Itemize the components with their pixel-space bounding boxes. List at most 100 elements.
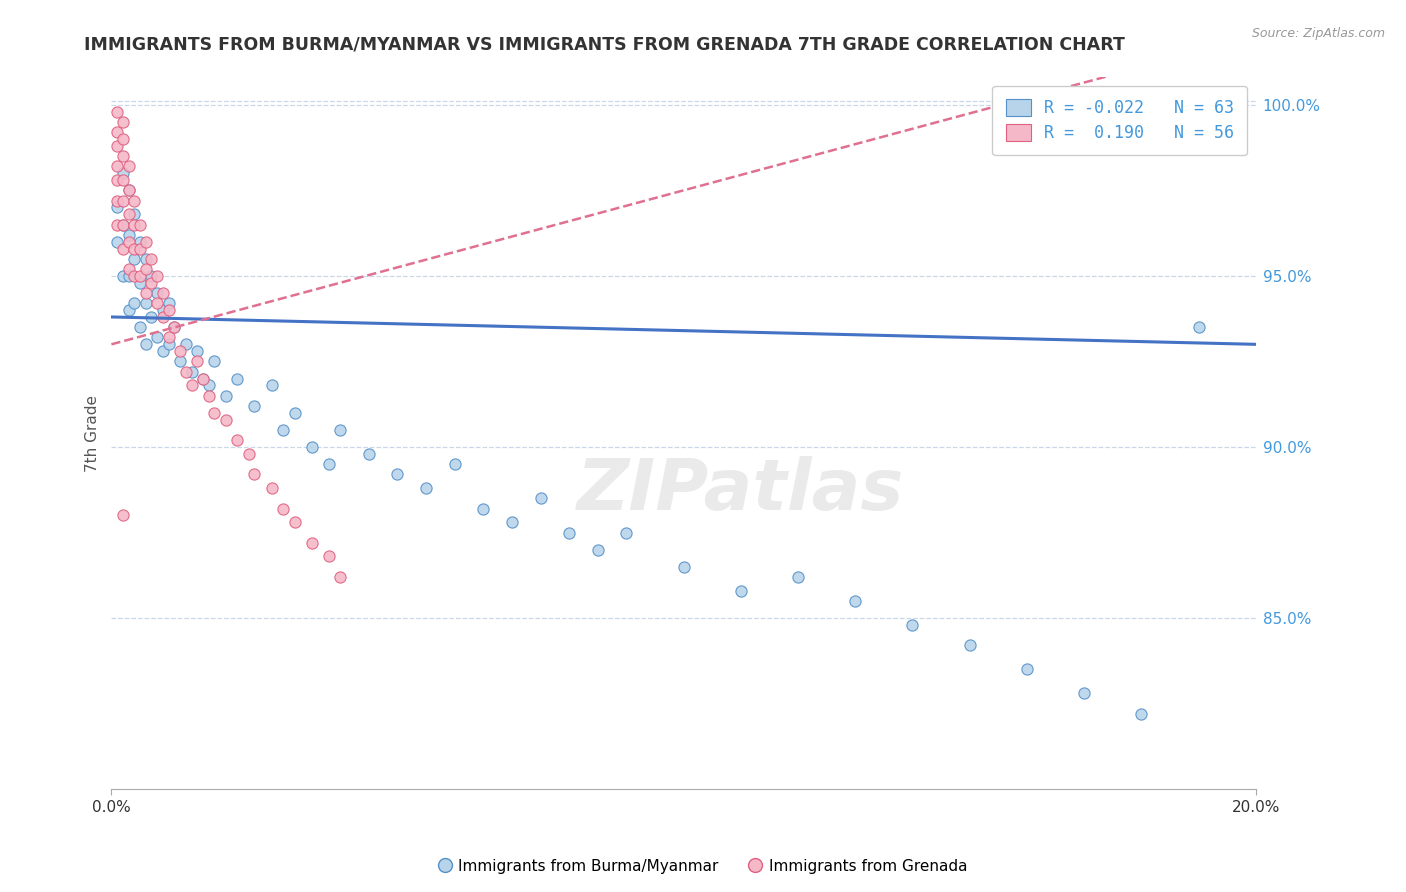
Point <box>202 406 225 420</box>
Point <box>124 194 146 208</box>
Point <box>117 262 139 277</box>
Text: ZIPatlas: ZIPatlas <box>576 456 904 524</box>
Point <box>111 268 134 283</box>
Point <box>105 218 128 232</box>
Point <box>146 268 169 283</box>
Point <box>329 423 352 437</box>
Point <box>146 330 169 344</box>
Legend: Immigrants from Burma/Myanmar, Immigrants from Grenada: Immigrants from Burma/Myanmar, Immigrant… <box>432 853 974 880</box>
Point <box>105 139 128 153</box>
Point <box>117 303 139 318</box>
Point <box>215 389 238 403</box>
Point <box>117 227 139 242</box>
Point <box>141 268 163 283</box>
Point <box>157 330 180 344</box>
Point <box>472 501 495 516</box>
Point <box>111 132 134 146</box>
Point <box>124 296 146 310</box>
Point <box>135 262 157 277</box>
Point <box>226 433 249 447</box>
Point <box>197 389 219 403</box>
Point <box>959 639 981 653</box>
Point <box>152 344 174 359</box>
Point <box>672 559 695 574</box>
Point <box>111 508 134 523</box>
Point <box>174 365 197 379</box>
Point <box>157 337 180 351</box>
Point <box>260 481 283 495</box>
Point <box>117 268 139 283</box>
Point <box>117 235 139 249</box>
Point <box>271 423 294 437</box>
Point <box>238 447 260 461</box>
Point <box>152 285 174 300</box>
Point <box>283 515 305 529</box>
Legend: R = -0.022   N = 63, R =  0.190   N = 56: R = -0.022 N = 63, R = 0.190 N = 56 <box>993 86 1247 155</box>
Point <box>180 378 202 392</box>
Point <box>614 525 637 540</box>
Point <box>318 549 340 564</box>
Point <box>111 218 134 232</box>
Point <box>141 252 163 266</box>
Point <box>387 467 409 482</box>
Point <box>117 183 139 197</box>
Point <box>301 440 323 454</box>
Point <box>558 525 581 540</box>
Point <box>111 115 134 129</box>
Point <box>226 371 249 385</box>
Point <box>243 399 266 413</box>
Point <box>901 618 924 632</box>
Point <box>180 365 202 379</box>
Point <box>105 173 128 187</box>
Point <box>105 201 128 215</box>
Point <box>163 320 186 334</box>
Point <box>163 320 186 334</box>
Point <box>283 406 305 420</box>
Point <box>844 594 866 608</box>
Point <box>329 570 352 584</box>
Point <box>105 160 128 174</box>
Point <box>141 310 163 324</box>
Point <box>129 276 152 290</box>
Point <box>197 378 219 392</box>
Text: Source: ZipAtlas.com: Source: ZipAtlas.com <box>1251 27 1385 40</box>
Point <box>135 252 157 266</box>
Point <box>124 207 146 221</box>
Point <box>135 296 157 310</box>
Point <box>501 515 523 529</box>
Point <box>152 303 174 318</box>
Point <box>129 235 152 249</box>
Point <box>146 285 169 300</box>
Point <box>117 207 139 221</box>
Point <box>357 447 380 461</box>
Point <box>124 268 146 283</box>
Point <box>111 173 134 187</box>
Point <box>202 354 225 368</box>
Point <box>111 218 134 232</box>
Point <box>141 276 163 290</box>
Point <box>215 412 238 426</box>
Point <box>271 501 294 516</box>
Point <box>1015 662 1038 676</box>
Point <box>105 194 128 208</box>
Point <box>191 371 214 385</box>
Point <box>169 354 191 368</box>
Point <box>529 491 551 506</box>
Point <box>105 235 128 249</box>
Point <box>157 296 180 310</box>
Point <box>1187 320 1209 334</box>
Point <box>146 296 169 310</box>
Point <box>318 457 340 471</box>
Point <box>443 457 465 471</box>
Point <box>111 166 134 180</box>
Point <box>124 252 146 266</box>
Point <box>135 285 157 300</box>
Point <box>1073 686 1095 700</box>
Point <box>129 320 152 334</box>
Point <box>301 536 323 550</box>
Point <box>111 149 134 163</box>
Point <box>105 104 128 119</box>
Point <box>157 303 180 318</box>
Point <box>1130 706 1153 721</box>
Text: IMMIGRANTS FROM BURMA/MYANMAR VS IMMIGRANTS FROM GRENADA 7TH GRADE CORRELATION C: IMMIGRANTS FROM BURMA/MYANMAR VS IMMIGRA… <box>84 36 1125 54</box>
